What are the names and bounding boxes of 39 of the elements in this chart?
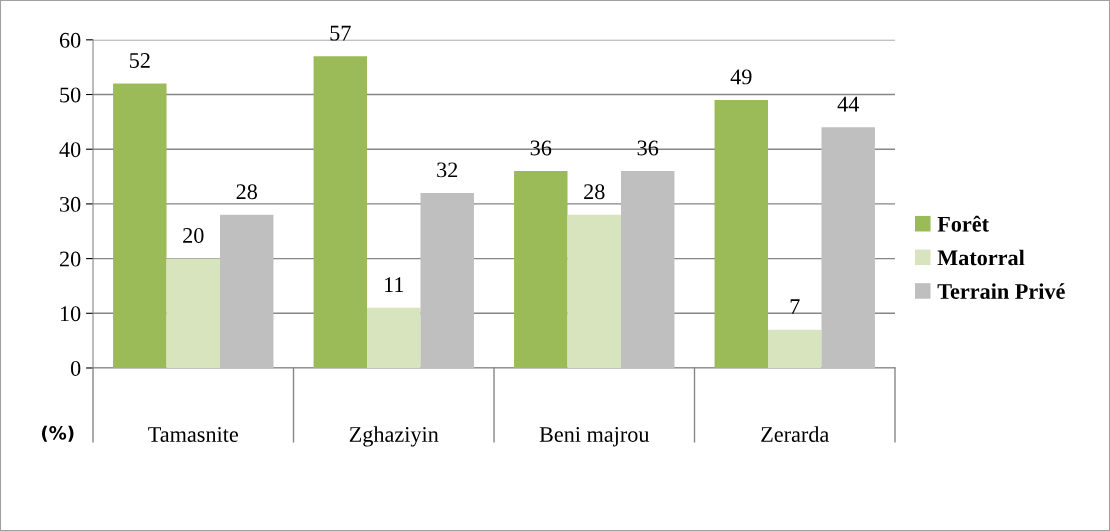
bar [567,214,621,368]
data-label: 32 [437,162,458,178]
bar [620,171,675,368]
bar [821,127,875,368]
data-label: 28 [584,184,605,200]
y-tick-label: 0 [70,360,81,376]
data-label: 57 [330,25,351,41]
data-label: 36 [530,140,552,156]
legend-label: Forêt [937,215,989,232]
data-label: 52 [129,53,150,68]
data-label: 36 [637,140,659,156]
data-label: 49 [730,69,752,85]
y-tick-label: 20 [59,251,81,267]
y-tick-label: 30 [60,196,81,212]
y-tick-label: 50 [60,87,81,103]
x-tick-label: Zerarda [761,426,829,442]
bar [113,83,167,368]
x-tick-label: Beni majrou [539,427,650,447]
y-tick-label: 40 [59,142,81,158]
bar [367,307,421,368]
data-label: 11 [385,277,404,292]
bar [768,329,822,368]
bar [166,258,220,368]
x-tick-label: Zghaziyin [349,426,439,447]
bar [220,214,274,368]
legend-label: Matorral [937,249,1025,266]
bar [514,171,568,368]
data-label: 7 [790,299,800,314]
data-label: 44 [837,96,859,112]
legend-label: Terrain Privé [937,283,1065,299]
data-label: 28 [236,184,257,200]
bar [313,56,368,368]
y-tick-label: 10 [60,306,81,322]
data-label: 20 [183,227,204,243]
y-axis-title: (%) [41,425,74,442]
x-tick-label: Tamasnite [148,427,238,442]
bar [420,192,474,368]
bar [714,99,769,368]
y-tick-label: 60 [59,32,81,48]
